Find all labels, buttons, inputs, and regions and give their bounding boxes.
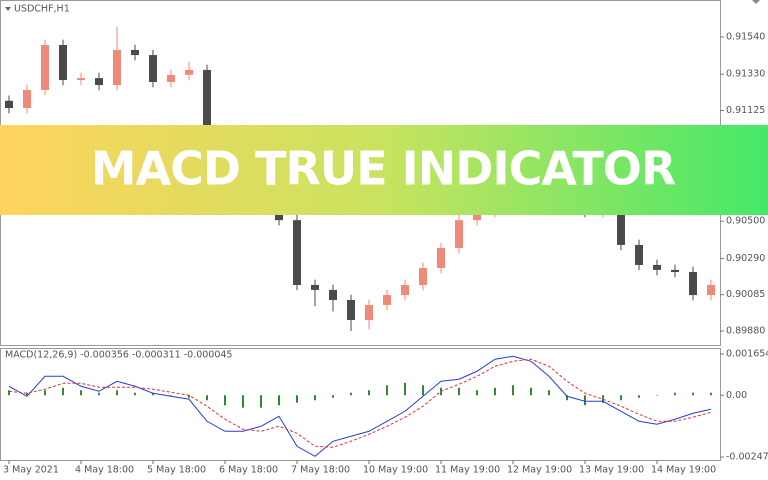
histogram-bar xyxy=(386,385,388,396)
candle-body xyxy=(707,284,715,296)
candle-body xyxy=(95,78,103,86)
histogram-bar xyxy=(512,385,514,396)
histogram-bar xyxy=(476,390,478,396)
x-tick-label: 5 May 18:00 xyxy=(147,465,206,476)
x-tick-label: 13 May 19:00 xyxy=(579,465,644,476)
histogram-bar xyxy=(224,395,226,406)
candle-body xyxy=(401,284,409,296)
histogram-bar xyxy=(674,392,676,396)
candle-body xyxy=(131,49,139,56)
candle-body xyxy=(59,44,67,81)
candle-body xyxy=(167,74,175,82)
banner: MACD TRUE INDICATOR xyxy=(0,125,768,215)
candle-body xyxy=(473,211,481,221)
histogram-bar xyxy=(620,395,622,401)
histogram-bar xyxy=(584,395,586,406)
candle-body xyxy=(149,55,157,82)
histogram-bar xyxy=(116,390,118,396)
histogram-bar xyxy=(566,395,568,401)
macd-panel xyxy=(0,348,721,461)
macd-title: MACD(12,26,9) -0.000356 -0.000311 -0.000… xyxy=(5,350,232,361)
candle-body xyxy=(635,244,643,265)
chart-title: USDCHF,H1 xyxy=(14,4,70,15)
scroll-arrow xyxy=(752,0,760,4)
y-tick-label: 0.91540 xyxy=(726,32,765,43)
histogram-bar xyxy=(188,395,190,398)
histogram-bar xyxy=(314,395,316,401)
candle-body xyxy=(617,211,625,245)
histogram-bar xyxy=(710,392,712,396)
x-tick-label: 6 May 18:00 xyxy=(219,465,278,476)
candle-body xyxy=(293,220,301,285)
y-tick-label: 0.91125 xyxy=(726,105,765,116)
candle-body xyxy=(113,49,121,86)
candle-body xyxy=(77,78,85,81)
candle-body xyxy=(671,269,679,273)
histogram-bar xyxy=(530,387,532,396)
histogram-bar xyxy=(638,395,640,398)
histogram-bar xyxy=(260,395,262,408)
histogram-bar xyxy=(206,395,208,401)
histogram-bar xyxy=(98,392,100,396)
y-tick-label: 0.89880 xyxy=(726,326,765,337)
candle-body xyxy=(5,100,13,109)
histogram-bar xyxy=(350,392,352,396)
histogram-bar xyxy=(44,390,46,396)
menu-arrow[interactable] xyxy=(5,7,11,11)
histogram-bar xyxy=(494,387,496,396)
x-tick-label: 12 May 19:00 xyxy=(507,465,572,476)
y-tick-label: 0.91330 xyxy=(726,69,765,80)
histogram-bar xyxy=(332,395,334,398)
candle-body xyxy=(383,295,391,305)
y-tick-label: -0.002476 xyxy=(726,452,768,463)
histogram-bar xyxy=(242,395,244,408)
histogram-bar xyxy=(692,392,694,396)
x-tick-label: 10 May 19:00 xyxy=(363,465,428,476)
banner-text: MACD TRUE INDICATOR xyxy=(91,142,676,196)
histogram-bar xyxy=(422,385,424,396)
x-tick-label: 4 May 18:00 xyxy=(75,465,134,476)
histogram-bar xyxy=(170,395,172,396)
candle-body xyxy=(23,89,31,109)
candle-body xyxy=(347,300,355,321)
histogram-bar xyxy=(62,387,64,396)
histogram-bar xyxy=(404,382,406,396)
y-tick-label: 0.001654 xyxy=(726,349,768,360)
candle-body xyxy=(365,304,373,321)
y-tick-label: 0.90290 xyxy=(726,253,765,264)
x-tick-label: 14 May 19:00 xyxy=(651,465,716,476)
x-tick-label: 7 May 18:00 xyxy=(291,465,350,476)
candle-body xyxy=(185,69,193,75)
candle-body xyxy=(311,284,319,290)
y-tick-label: 0.90085 xyxy=(726,289,765,300)
histogram-bar xyxy=(80,390,82,396)
histogram-bar xyxy=(8,390,10,396)
candle-body xyxy=(689,272,697,296)
macd-line xyxy=(8,358,712,448)
candle-body xyxy=(41,44,49,90)
x-tick-label: 11 May 19:00 xyxy=(435,465,500,476)
histogram-bar xyxy=(548,390,550,396)
histogram-bar xyxy=(458,387,460,396)
candle-body xyxy=(329,289,337,301)
histogram-bar xyxy=(278,395,280,406)
candle-body xyxy=(455,220,463,248)
histogram-bar xyxy=(134,392,136,396)
histogram-bar xyxy=(152,392,154,396)
candle-body xyxy=(437,247,445,268)
banner-background xyxy=(0,125,768,215)
y-tick-label: 0.90500 xyxy=(726,216,765,227)
histogram-bar xyxy=(296,395,298,403)
histogram-bar xyxy=(368,390,370,396)
y-tick-label: 0.00 xyxy=(726,390,747,401)
histogram-bar xyxy=(26,392,28,396)
candle-body xyxy=(653,264,661,270)
x-tick-label: 3 May 2021 xyxy=(3,465,59,476)
histogram-bar xyxy=(656,395,658,396)
candle-body xyxy=(419,267,427,285)
macd-line xyxy=(8,355,712,457)
candle-body xyxy=(203,69,211,141)
